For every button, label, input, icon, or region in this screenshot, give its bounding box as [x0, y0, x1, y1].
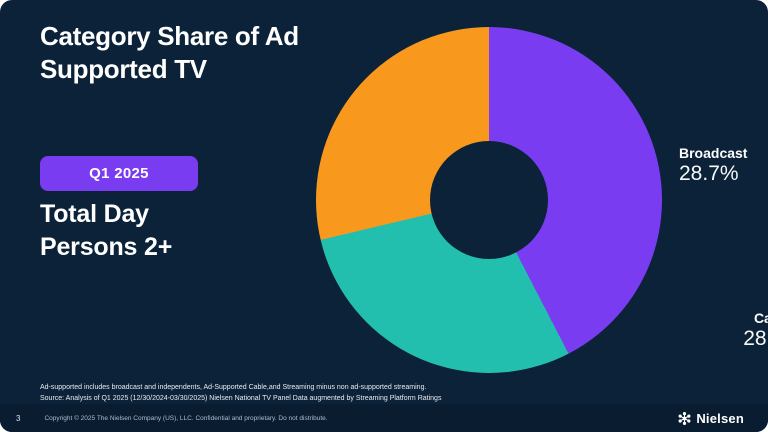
slice-label-cable: Cable 28.9%: [728, 310, 768, 351]
donut-hole: [430, 141, 548, 259]
nielsen-logo: Nielsen: [678, 411, 744, 426]
population-subtitle-line2: Persons 2+: [40, 232, 173, 261]
slice-value-cable: 28.9%: [743, 327, 768, 350]
slice-name-cable: Cable: [753, 310, 768, 326]
page-title: Category Share of Ad Supported TV: [40, 20, 299, 87]
footnote: Ad-supported includes broadcast and inde…: [40, 383, 728, 405]
population-subtitle-line1: Total Day: [40, 200, 149, 228]
slice-name-broadcast: Broadcast: [679, 145, 748, 161]
footer-bar: 3 Copyright © 2025 The Nielsen Company (…: [0, 404, 768, 432]
nielsen-logo-icon: [678, 411, 691, 425]
page-title-line1: Category Share of Ad: [40, 21, 299, 51]
copyright-text: Copyright © 2025 The Nielsen Company (US…: [44, 414, 328, 422]
population-subtitle: Total Day Persons 2+: [40, 198, 172, 263]
footnote-line1: Ad-supported includes broadcast and inde…: [40, 384, 427, 391]
page-title-line2: Supported TV: [40, 54, 207, 85]
slice-value-broadcast: 28.7%: [679, 162, 739, 185]
footnote-line2: Source: Analysis of Q1 2025 (12/30/2024-…: [40, 394, 442, 402]
period-badge: Q1 2025: [40, 156, 198, 191]
slice-label-broadcast: Broadcast 28.7%: [679, 145, 747, 186]
donut-chart: Broadcast 28.7% Streaming 42.4% Cable 28…: [316, 27, 768, 373]
nielsen-logo-text: Nielsen: [696, 410, 744, 426]
page-number: 3: [16, 413, 21, 423]
